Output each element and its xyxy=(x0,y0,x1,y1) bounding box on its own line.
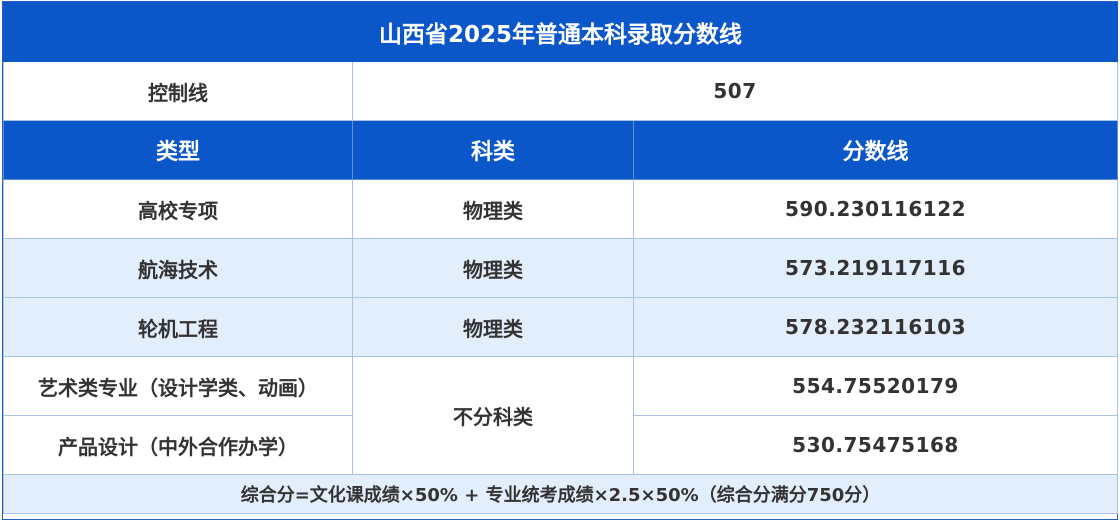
row-subject: 物理类 xyxy=(352,238,634,298)
row-type: 高校专项 xyxy=(3,179,353,239)
row-subject: 物理类 xyxy=(352,297,634,357)
header-row: 类型 科类 分数线 xyxy=(3,120,1119,180)
row-subject: 物理类 xyxy=(352,179,634,239)
control-line-row: 控制线 507 xyxy=(3,61,1119,121)
table-row: 高校专项 物理类 590.230116122 xyxy=(3,179,1119,239)
header-subject: 科类 xyxy=(352,120,634,180)
row-type: 航海技术 xyxy=(3,238,353,298)
title-row: 山西省2025年普通本科录取分数线 xyxy=(2,2,1119,62)
score-table: 山西省2025年普通本科录取分数线 控制线 507 类型 科类 分数线 高校专项… xyxy=(2,2,1119,514)
row-score: 578.232116103 xyxy=(632,297,1119,357)
row-score: 554.75520179 xyxy=(632,356,1119,416)
row-score: 590.230116122 xyxy=(632,179,1119,239)
row-type: 艺术类专业（设计学类、动画） xyxy=(3,356,353,416)
header-score: 分数线 xyxy=(632,120,1119,180)
row-type: 轮机工程 xyxy=(3,297,353,357)
row-subject: 不分科类 xyxy=(352,356,634,475)
row-score: 530.75475168 xyxy=(632,415,1119,475)
control-line-value: 507 xyxy=(351,61,1119,121)
row-score: 573.219117116 xyxy=(632,238,1119,298)
footer-note: 综合分=文化课成绩×50% + 专业统考成绩×2.5×50%（综合分满分750分… xyxy=(2,474,1119,514)
table-row: 航海技术 物理类 573.219117116 xyxy=(3,238,1119,298)
footer-row: 综合分=文化课成绩×50% + 专业统考成绩×2.5×50%（综合分满分750分… xyxy=(2,474,1119,514)
table-row: 轮机工程 物理类 578.232116103 xyxy=(3,297,1119,357)
control-line-label: 控制线 xyxy=(3,61,353,121)
row-type: 产品设计（中外合作办学） xyxy=(3,415,353,475)
table-row: 产品设计（中外合作办学） 530.75475168 xyxy=(3,415,1119,475)
table-row: 艺术类专业（设计学类、动画） 不分科类 554.75520179 xyxy=(3,356,1119,475)
header-type: 类型 xyxy=(3,120,353,180)
table-title: 山西省2025年普通本科录取分数线 xyxy=(2,2,1119,62)
